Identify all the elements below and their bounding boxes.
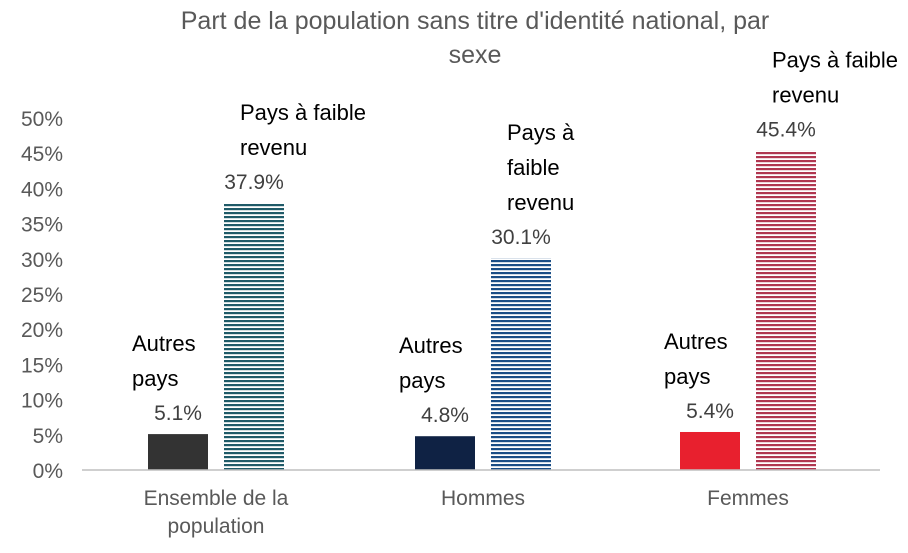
y-tick-label: 10% [21, 390, 63, 413]
series-label: revenu [772, 82, 839, 107]
y-tick-label: 45% [21, 143, 63, 166]
series-label: Pays à [507, 120, 575, 145]
series-label: revenu [507, 190, 574, 215]
bar [224, 203, 284, 470]
y-tick-label: 15% [21, 354, 63, 377]
bar [680, 431, 740, 470]
y-tick-label: 5% [33, 425, 63, 448]
series-label: faible [507, 155, 560, 180]
data-label: 5.1% [154, 402, 202, 425]
y-tick-label: 35% [21, 214, 63, 237]
data-label: 30.1% [491, 226, 551, 249]
bar [415, 436, 475, 470]
data-label: 5.4% [686, 400, 734, 423]
category-label: Hommes [441, 487, 525, 510]
bar [756, 150, 816, 470]
y-tick-label: 20% [21, 319, 63, 342]
category-label: Ensemble de la [144, 487, 289, 510]
bar [148, 434, 208, 470]
bar [491, 258, 551, 470]
chart-title: Part de la population sans titre d'ident… [180, 7, 770, 35]
chart-title-line-2: sexe [448, 41, 502, 69]
series-label: Pays à faible [772, 47, 898, 72]
series-label: pays [132, 366, 178, 391]
data-label: 45.4% [756, 118, 816, 141]
series-label: revenu [240, 135, 307, 160]
data-label: 4.8% [421, 404, 469, 427]
data-label: 37.9% [224, 171, 284, 194]
category-label: population [168, 515, 265, 538]
y-tick-label: 40% [21, 178, 63, 201]
y-tick-label: 0% [33, 460, 63, 483]
y-tick-label: 50% [21, 108, 63, 131]
category-label: Femmes [707, 487, 789, 510]
series-label: Pays à faible [240, 100, 366, 125]
y-tick-label: 30% [21, 249, 63, 272]
y-tick-label: 25% [21, 284, 63, 307]
series-label: pays [399, 368, 445, 393]
series-label: pays [664, 364, 710, 389]
series-label: Autres [399, 333, 463, 358]
series-label: Autres [132, 331, 196, 356]
series-label: Autres [664, 329, 728, 354]
